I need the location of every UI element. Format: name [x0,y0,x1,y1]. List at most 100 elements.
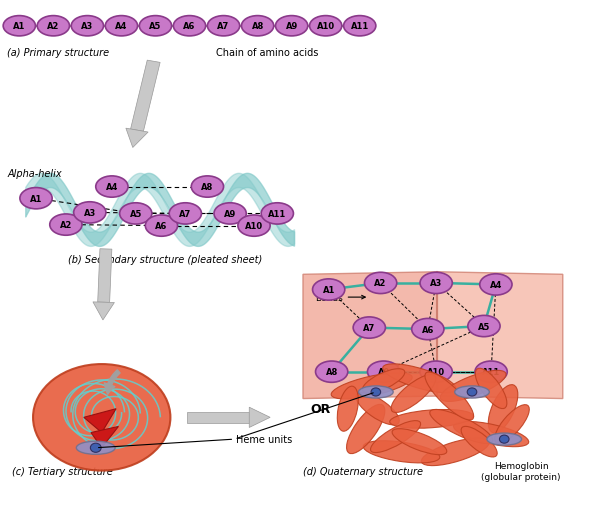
Ellipse shape [310,17,342,37]
Polygon shape [437,272,563,399]
Text: A6: A6 [422,325,434,334]
Text: A9: A9 [286,22,298,31]
Text: Bonds: Bonds [315,293,365,302]
Ellipse shape [353,317,385,338]
Ellipse shape [331,373,412,399]
Text: A10: A10 [317,22,335,31]
Ellipse shape [488,385,518,433]
Ellipse shape [412,319,444,340]
Text: (b) Secondary structure (pleated sheet): (b) Secondary structure (pleated sheet) [68,254,263,265]
Ellipse shape [37,17,70,37]
Ellipse shape [139,17,172,37]
Ellipse shape [275,17,308,37]
Text: A6: A6 [155,221,167,231]
Ellipse shape [20,188,52,209]
Ellipse shape [454,421,529,447]
Text: A9: A9 [224,210,236,218]
Text: A10: A10 [427,367,445,377]
Text: A5: A5 [149,22,161,31]
Ellipse shape [468,316,500,337]
Ellipse shape [71,17,104,37]
Text: A8: A8 [251,22,264,31]
Text: A4: A4 [106,183,118,192]
Ellipse shape [391,375,436,413]
Ellipse shape [347,405,385,454]
Polygon shape [91,427,118,448]
Ellipse shape [74,203,106,223]
Text: A7: A7 [179,210,191,218]
Polygon shape [93,302,115,320]
Ellipse shape [420,361,452,383]
Text: A2: A2 [47,22,59,31]
Ellipse shape [241,17,274,37]
Ellipse shape [420,273,452,294]
Ellipse shape [440,371,506,402]
Text: A2: A2 [374,279,387,288]
Ellipse shape [344,17,376,37]
Ellipse shape [356,393,399,425]
Text: Heme units: Heme units [235,434,292,444]
Text: Hemoglobin
(globular protein): Hemoglobin (globular protein) [481,462,561,481]
Ellipse shape [480,274,512,296]
Ellipse shape [76,441,115,455]
Ellipse shape [392,429,447,455]
Ellipse shape [3,17,35,37]
Ellipse shape [191,177,224,198]
Ellipse shape [106,17,137,37]
FancyArrowPatch shape [104,370,120,394]
Text: A5: A5 [130,210,142,218]
Ellipse shape [119,204,152,224]
Polygon shape [126,129,148,148]
Text: A1: A1 [13,22,25,31]
Ellipse shape [359,386,393,398]
Text: A7: A7 [217,22,230,31]
Text: A1: A1 [322,286,335,294]
Text: A6: A6 [184,22,196,31]
Ellipse shape [363,441,440,463]
Text: (c) Tertiary structure: (c) Tertiary structure [12,466,113,476]
Ellipse shape [214,204,246,224]
Polygon shape [187,412,249,423]
Ellipse shape [208,17,239,37]
Text: A7: A7 [363,323,376,332]
Ellipse shape [238,215,270,237]
Text: Alpha-helix: Alpha-helix [7,168,62,179]
Text: (a) Primary structure: (a) Primary structure [7,48,109,58]
Text: A3: A3 [430,279,442,288]
Polygon shape [131,61,160,132]
Polygon shape [98,249,112,303]
Ellipse shape [365,273,397,294]
Polygon shape [303,272,437,399]
Circle shape [371,388,380,396]
Ellipse shape [33,364,170,471]
Ellipse shape [370,421,421,453]
Ellipse shape [425,372,473,420]
Text: A8: A8 [326,367,338,377]
Ellipse shape [421,438,489,466]
Ellipse shape [367,361,400,383]
Ellipse shape [362,369,405,393]
Text: A10: A10 [245,221,263,231]
Circle shape [467,388,477,396]
Ellipse shape [390,410,473,429]
Text: A11: A11 [268,210,286,218]
Ellipse shape [383,364,456,393]
Ellipse shape [430,410,493,444]
Ellipse shape [313,279,345,301]
Text: OR: OR [311,403,331,415]
Ellipse shape [261,204,293,224]
Ellipse shape [475,361,507,383]
Ellipse shape [455,386,490,398]
Text: A11: A11 [482,367,500,377]
Text: Chain of amino acids: Chain of amino acids [217,48,319,58]
Ellipse shape [96,177,128,198]
Ellipse shape [495,405,529,443]
Text: A11: A11 [350,22,369,31]
Ellipse shape [50,214,82,236]
Ellipse shape [316,361,348,383]
Circle shape [91,443,101,453]
Text: A5: A5 [478,322,490,331]
Ellipse shape [487,433,521,445]
Text: A4: A4 [490,280,502,289]
Ellipse shape [461,427,497,457]
